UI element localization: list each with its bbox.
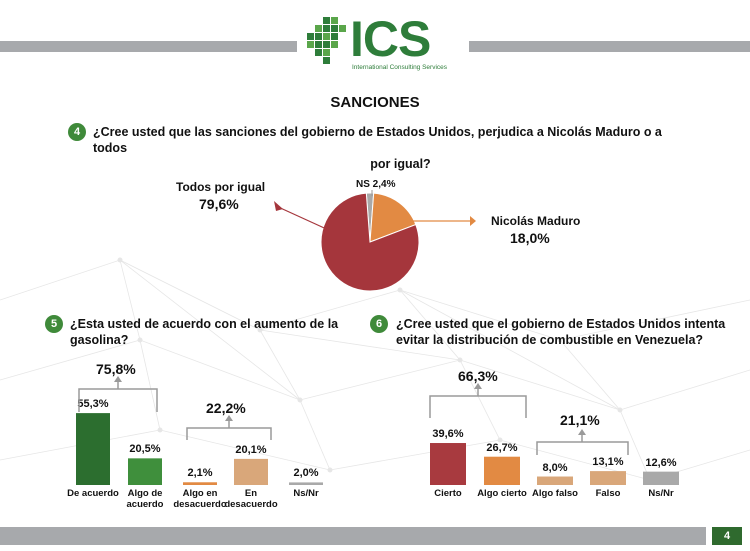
q6-bar [484,456,520,485]
question-6-text: ¿Cree usted que el gobierno de Estados U… [396,316,736,348]
ics-logo-icon [307,17,346,64]
q6-value-label: 12,6% [645,456,677,469]
pie-leader-todos-arrow [274,201,283,211]
question-6-badge: 6 [370,315,388,333]
q6-category-label: Algo falso [532,488,578,499]
pie-leader-todos [275,205,334,233]
pie-leader-maduro-arrow [470,216,476,226]
q6-value-label: 13,1% [592,456,624,469]
q5-category-label: En desacuerdo [224,488,278,510]
q6-group-total-false: 21,1% [560,412,600,428]
q5-category-label: Algo en desacuerdo [173,488,227,510]
q6-group-total-true: 66,3% [458,368,498,384]
q6-value-label: 8,0% [542,461,568,474]
q5-value-label: 55,3% [77,398,109,411]
question-5-badge: 5 [45,315,63,333]
q5-bar [289,482,323,485]
question-4-badge: 4 [68,123,86,141]
question-4-text: ¿Cree usted que las sanciones del gobier… [93,124,693,172]
header-bar-right [469,41,750,52]
page-title: SANCIONES [330,94,420,111]
pie-label-todos: Todos por igual [176,180,266,194]
q5-value-label: 2,0% [293,467,319,480]
page-number: 4 [712,527,742,545]
q5-category-label: Algo de acuerdo [126,488,164,510]
q6-bar [590,471,626,485]
question-5-line-1: ¿Esta usted de acuerdo con el aumento de… [70,317,339,331]
pie-slice-maduro [369,192,417,243]
q5-bar [183,482,217,485]
question-5-text: ¿Esta usted de acuerdo con el aumento de… [70,316,360,348]
logo-subtitle: International Consulting Services [352,64,448,71]
q6-value-label: 39,6% [432,428,464,441]
pie-value-todos: 79,6% [199,196,239,212]
header-bar-left [0,41,297,52]
q6-category-label: Falso [595,488,621,499]
question-5-line-2: gasolina? [70,333,129,347]
q6-category-label: Algo cierto [477,488,527,499]
question-6-line-1: ¿Cree usted que el gobierno de Estados U… [396,317,726,331]
question-4-line-1: ¿Cree usted que las sanciones del gobier… [93,125,662,155]
logo-wordmark: ICS [350,11,431,67]
q5-group-total-disagree: 22,2% [206,400,246,416]
pie-label-ns: NS 2,4% [356,179,396,190]
q6-bar [430,443,466,485]
q6-bar [643,471,679,485]
pie-slice-todos [320,192,420,292]
footer-bar [0,527,706,545]
q6-category-label: Ns/Nr [648,488,674,499]
q5-category-label: De acuerdo [67,488,119,499]
q6-category-label: Cierto [434,488,462,499]
q5-bar [234,458,268,485]
q5-value-label: 2,1% [187,467,213,480]
q5-value-label: 20,1% [235,443,267,456]
q5-bar [76,413,110,485]
pie-label-maduro: Nicolás Maduro [491,214,581,228]
q5-bar [128,458,162,485]
q5-category-label: Ns/Nr [293,488,319,499]
q6-bar [537,476,573,485]
q5-value-label: 20,5% [129,443,161,456]
q5-group-total-agree: 75,8% [96,361,136,377]
pie-value-maduro: 18,0% [510,230,550,246]
question-4-line-2: por igual? [370,157,431,171]
q6-value-label: 26,7% [486,441,518,454]
question-6-line-2: evitar la distribución de combustible en… [396,333,704,347]
